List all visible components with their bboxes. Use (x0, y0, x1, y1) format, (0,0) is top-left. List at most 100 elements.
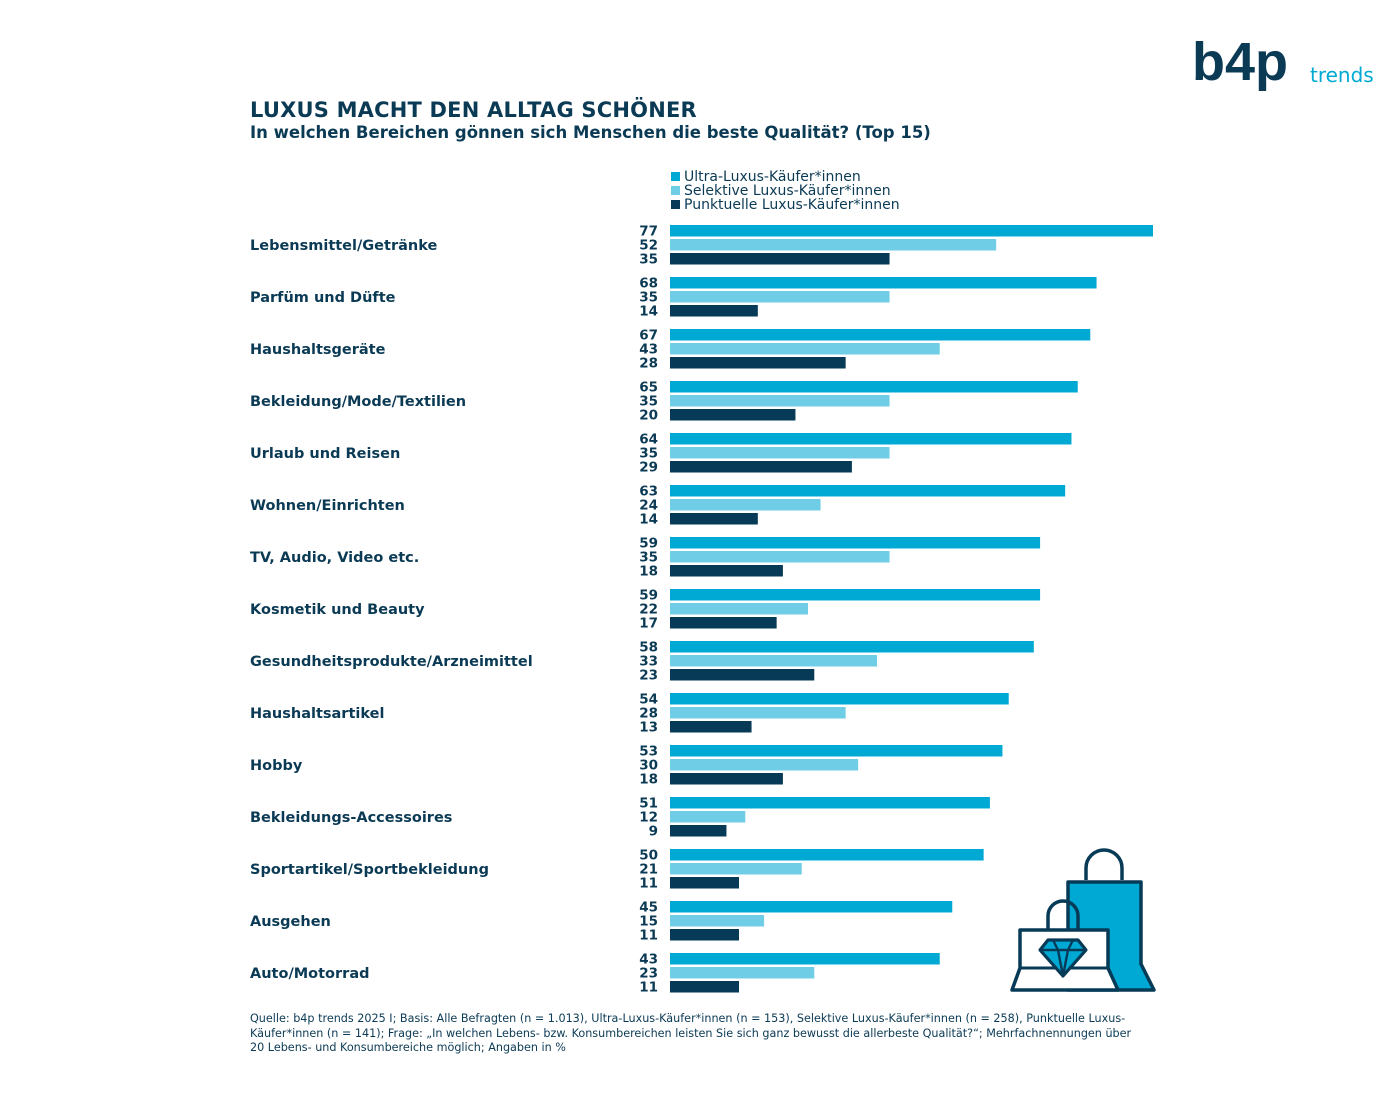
logo-text: b4p (1192, 34, 1288, 92)
source-footnote: Quelle: b4p trends 2025 I; Basis: Alle B… (250, 1012, 1132, 1054)
bar-tv-audio-video-etc-series-2 (670, 551, 890, 563)
b4p-trends-logo: b4p trends (1192, 34, 1374, 92)
value-label: 11 (639, 876, 658, 892)
legend-label-3: Punktuelle Luxus-Käufer*innen (684, 197, 900, 213)
bar-gesundheitsprodukte-arzneimittel-series-3 (670, 669, 815, 681)
value-label: 18 (639, 772, 658, 788)
bar-haushaltsger-te-series-1 (670, 329, 1091, 341)
bar-parf-m-und-d-fte-series-1 (670, 277, 1097, 289)
bar-gesundheitsprodukte-arzneimittel-series-2 (670, 655, 877, 667)
bar-urlaub-und-reisen-series-1 (670, 433, 1072, 445)
legend-swatch-3 (671, 200, 680, 209)
bar-tv-audio-video-etc-series-3 (670, 565, 783, 577)
category-label: Hobby (250, 758, 303, 774)
bar-ausgehen-series-1 (670, 901, 953, 913)
bar-bekleidung-mode-textilien-series-1 (670, 381, 1078, 393)
legend-label-1: Ultra-Luxus-Käufer*innen (684, 169, 861, 185)
bar-sportartikel-sportbekleidung-series-3 (670, 877, 739, 889)
value-label: 12 (639, 810, 658, 826)
value-label: 35 (639, 290, 658, 306)
bar-haushaltsartikel-series-1 (670, 693, 1009, 705)
value-label: 9 (649, 824, 658, 840)
value-label: 51 (639, 796, 658, 812)
legend-label-2: Selektive Luxus-Käufer*innen (684, 183, 891, 199)
bar-kosmetik-und-beauty-series-1 (670, 589, 1041, 601)
value-label: 43 (639, 952, 658, 968)
category-label: Ausgehen (250, 914, 331, 930)
value-label: 43 (639, 342, 658, 358)
bar-auto-motorrad-series-2 (670, 967, 815, 979)
bar-wohnen-einrichten-series-3 (670, 513, 758, 525)
value-label: 68 (639, 276, 658, 292)
value-label: 53 (639, 744, 658, 760)
category-label: TV, Audio, Video etc. (250, 550, 419, 566)
value-label: 33 (639, 654, 658, 670)
shopping-bag-diamond-icon (1010, 848, 1156, 992)
value-label: 35 (639, 446, 658, 462)
value-label: 29 (639, 460, 658, 476)
value-label: 35 (639, 252, 658, 268)
value-label: 14 (639, 304, 658, 320)
bar-haushaltsartikel-series-2 (670, 707, 846, 719)
bar-urlaub-und-reisen-series-2 (670, 447, 890, 459)
bar-auto-motorrad-series-3 (670, 981, 739, 993)
category-label: Haushaltsgeräte (250, 342, 386, 358)
value-label: 59 (639, 536, 658, 552)
value-label: 50 (639, 848, 658, 864)
bar-bekleidungs-accessoires-series-1 (670, 797, 990, 809)
value-label: 14 (639, 512, 658, 528)
value-label: 45 (639, 900, 658, 916)
value-label: 18 (639, 564, 658, 580)
value-label: 67 (639, 328, 658, 344)
value-label: 20 (639, 408, 658, 424)
bar-haushaltsger-te-series-2 (670, 343, 940, 355)
bar-tv-audio-video-etc-series-1 (670, 537, 1041, 549)
value-label: 22 (639, 602, 658, 618)
bar-ausgehen-series-2 (670, 915, 765, 927)
value-label: 35 (639, 550, 658, 566)
value-label: 52 (639, 238, 658, 254)
bar-ausgehen-series-3 (670, 929, 739, 941)
bar-wohnen-einrichten-series-1 (670, 485, 1066, 497)
value-label: 23 (639, 668, 658, 684)
bar-gesundheitsprodukte-arzneimittel-series-1 (670, 641, 1034, 653)
category-label: Wohnen/Einrichten (250, 498, 405, 514)
category-label: Urlaub und Reisen (250, 446, 400, 462)
value-label: 59 (639, 588, 658, 604)
value-label: 23 (639, 966, 658, 982)
bar-haushaltsartikel-series-3 (670, 721, 752, 733)
category-label: Haushaltsartikel (250, 706, 384, 722)
value-label: 54 (639, 692, 658, 708)
bar-urlaub-und-reisen-series-3 (670, 461, 852, 473)
value-label: 63 (639, 484, 658, 500)
bar-auto-motorrad-series-1 (670, 953, 940, 965)
bar-sportartikel-sportbekleidung-series-2 (670, 863, 802, 875)
bar-lebensmittel-getr-nke-series-1 (670, 225, 1153, 237)
category-label: Auto/Motorrad (250, 966, 369, 982)
bar-bekleidung-mode-textilien-series-3 (670, 409, 796, 421)
legend-swatch-2 (671, 186, 680, 195)
bar-kosmetik-und-beauty-series-3 (670, 617, 777, 629)
logo-trends-text: trends (1310, 63, 1374, 87)
bar-bekleidungs-accessoires-series-3 (670, 825, 727, 837)
value-label: 28 (639, 356, 658, 372)
bar-bekleidungs-accessoires-series-2 (670, 811, 746, 823)
value-label: 28 (639, 706, 658, 722)
value-label: 64 (639, 432, 658, 448)
bar-parf-m-und-d-fte-series-3 (670, 305, 758, 317)
bar-haushaltsger-te-series-3 (670, 357, 846, 369)
value-label: 35 (639, 394, 658, 410)
